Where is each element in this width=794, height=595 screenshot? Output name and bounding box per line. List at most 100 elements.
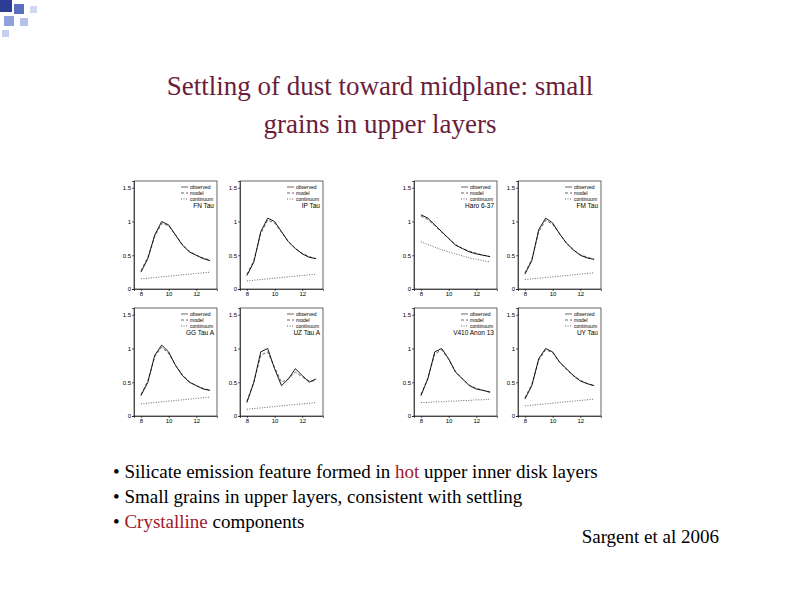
- plot-frame: [134, 308, 217, 416]
- legend-swatch: [181, 187, 188, 188]
- legend: observedmodelcontinuum: [181, 184, 213, 202]
- y-axis: 00.511.5: [403, 309, 415, 420]
- tick-mark: [516, 382, 518, 383]
- panel: 8101200.511.5observedmodelcontinuumHaro …: [403, 181, 498, 297]
- deco-square: [20, 18, 28, 26]
- tick: 1: [408, 219, 414, 225]
- marks: [525, 349, 594, 406]
- series-line: [247, 218, 316, 275]
- plot-frame: [414, 308, 497, 416]
- axis-line: [241, 290, 324, 292]
- tick: 12: [299, 289, 306, 297]
- deco-square: [30, 6, 37, 13]
- tick-label: 1.5: [507, 185, 516, 191]
- legend-swatch: [461, 187, 468, 188]
- legend: observedmodelcontinuum: [565, 311, 597, 329]
- tick-label: 1.5: [229, 312, 238, 318]
- x-axis: 81012: [415, 289, 498, 297]
- tick-mark: [412, 255, 414, 256]
- tick: 1.5: [403, 185, 414, 191]
- legend-swatch: [181, 326, 188, 327]
- tick: 8: [524, 416, 528, 424]
- series-line: [525, 273, 594, 280]
- tick-mark: [412, 416, 414, 417]
- axis-line: [238, 182, 241, 290]
- x-axis: 8 10 12: [135, 289, 218, 297]
- series-line: [525, 349, 594, 400]
- plot-frame: [240, 308, 323, 416]
- tick-mark: [132, 315, 134, 316]
- plot-frame: [240, 181, 323, 289]
- tick: 10: [272, 289, 279, 297]
- tick-label: 1: [408, 346, 412, 352]
- citation: Sargent et al 2006: [582, 526, 719, 547]
- axis-line: [412, 182, 415, 290]
- tick: 1.5: [403, 312, 414, 318]
- legend: observedmodelcontinuum: [287, 311, 319, 329]
- tick-label: 1.5: [229, 185, 238, 191]
- tick-mark: [412, 188, 414, 189]
- tick-label: 12: [193, 291, 200, 297]
- legend-swatch: [181, 193, 188, 194]
- tick: 12: [193, 289, 200, 297]
- tick-mark: [132, 382, 134, 383]
- axis-line: [241, 417, 324, 419]
- tick: 1.5: [123, 312, 134, 318]
- legend-swatch: [565, 199, 572, 200]
- deco-square: [0, 0, 12, 12]
- tick: 8: [140, 416, 144, 424]
- legend-swatch: [287, 199, 294, 200]
- axis-line: [238, 309, 241, 417]
- marks: [247, 218, 316, 281]
- panel: 8101200.511.5observedmodelcontinuumFN Ta…: [123, 181, 218, 297]
- tick: 10: [166, 416, 173, 424]
- tick-label: 8: [524, 291, 528, 297]
- series-line: [247, 352, 316, 401]
- tick-label: 0: [408, 286, 412, 292]
- y-axis: 00.511.5: [507, 309, 519, 420]
- tick-label: 12: [299, 291, 306, 297]
- tick: 10: [550, 289, 557, 297]
- tick: 10: [166, 289, 173, 297]
- tick-mark: [132, 188, 134, 189]
- panel: 8101200.511.5observedmodelcontinuumUZ Ta…: [229, 308, 324, 424]
- deco-square: [14, 4, 24, 14]
- slide-title: grains in upper layers: [263, 109, 496, 139]
- legend-swatch: [287, 187, 294, 188]
- axis-line: [135, 417, 218, 419]
- tick-mark: [412, 222, 414, 223]
- tick: 0.5: [229, 253, 240, 259]
- tick: 12: [473, 416, 480, 424]
- tick-label: 8: [140, 291, 144, 297]
- tick: 1: [128, 219, 134, 225]
- tick: 1: [128, 346, 134, 352]
- tick-mark: [132, 289, 134, 290]
- series-line: [421, 350, 490, 395]
- panel-title: GG Tau A: [186, 329, 215, 336]
- series-line: [141, 345, 210, 396]
- panel-title: UZ Tau A: [293, 329, 320, 336]
- tick: 8: [524, 289, 528, 297]
- legend-swatch: [181, 320, 188, 321]
- panel-title: UY Tau: [577, 329, 598, 336]
- legend-swatch: [181, 314, 188, 315]
- tick: 0.5: [123, 380, 134, 386]
- panel-title: FN Tau: [193, 202, 214, 209]
- decoration: [0, 0, 37, 37]
- axis-line: [516, 309, 519, 417]
- tick: 0: [128, 413, 134, 419]
- series-line: [421, 399, 490, 402]
- legend: observedmodelcontinuum: [461, 184, 493, 202]
- legend-swatch: [565, 193, 572, 194]
- tick-label: 8: [140, 418, 144, 424]
- tick-label: 12: [299, 418, 306, 424]
- axis-line: [412, 309, 415, 417]
- panel: 8101200.511.5observedmodelcontinuumFM Ta…: [507, 181, 602, 297]
- tick-mark: [238, 222, 240, 223]
- tick: 1: [512, 219, 518, 225]
- panel-title: FM Tau: [576, 202, 598, 209]
- legend: observedmodelcontinuum: [461, 311, 493, 329]
- tick-mark: [238, 255, 240, 256]
- slide: Settling of dust toward midplane: smallg…: [0, 0, 794, 595]
- tick-label: 0.5: [229, 380, 238, 386]
